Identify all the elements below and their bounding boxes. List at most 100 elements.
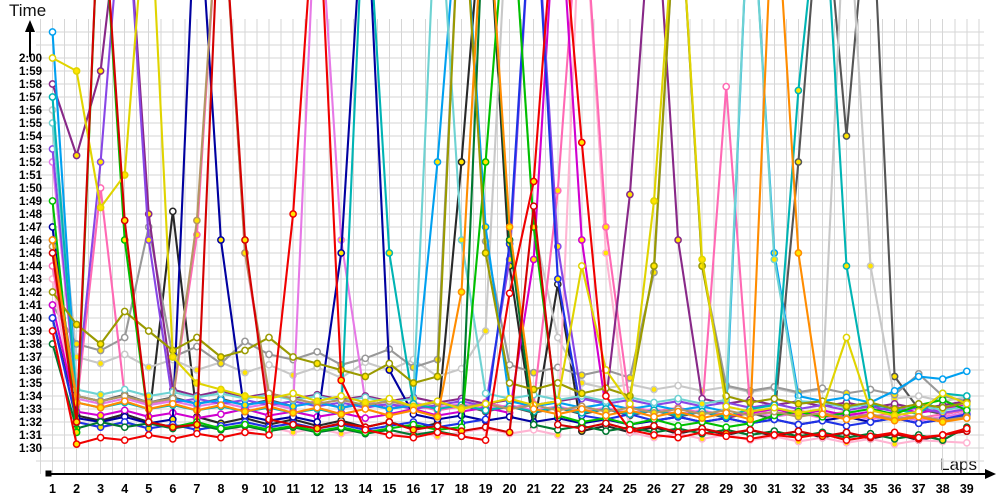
y-tick-label: 1:32 <box>19 417 42 429</box>
lap-marker <box>289 402 297 411</box>
lap-marker <box>48 197 57 205</box>
lap-marker <box>385 366 394 374</box>
x-tick-label: 3 <box>97 482 104 496</box>
lap-marker <box>770 431 779 439</box>
lap-marker <box>794 158 803 166</box>
y-tick-label: 1:55 <box>19 118 43 130</box>
lap-marker <box>962 406 971 415</box>
lap-marker <box>120 216 129 225</box>
y-tick-label: 1:56 <box>19 105 42 117</box>
x-tick-label: 14 <box>358 482 372 496</box>
lap-marker <box>96 67 105 75</box>
x-tick-label: 11 <box>286 482 299 496</box>
lap-marker <box>553 275 562 283</box>
lap-marker <box>361 398 370 407</box>
lap-marker <box>120 350 129 359</box>
lap-marker <box>241 401 249 409</box>
lap-marker <box>650 385 658 394</box>
lap-marker <box>409 379 418 387</box>
y-tick-label: 1:54 <box>19 131 43 143</box>
lap-marker <box>96 411 105 420</box>
y-tick-label: 1:47 <box>19 222 42 234</box>
lap-marker <box>457 405 466 413</box>
lap-marker <box>96 433 105 442</box>
lap-marker <box>890 428 899 437</box>
lap-marker <box>938 431 947 439</box>
lap-marker <box>746 435 755 443</box>
lap-marker <box>602 223 610 231</box>
lap-marker <box>289 389 297 398</box>
y-tick-label: 1:57 <box>19 92 42 104</box>
lap-marker <box>96 403 105 412</box>
x-axis-title: Laps <box>940 455 977 474</box>
x-tick-label: 29 <box>719 482 733 496</box>
lap-marker <box>962 367 971 376</box>
tick-labels: 2:001:591:581:571:561:551:541:531:521:51… <box>19 53 974 496</box>
lap-marker <box>938 418 947 426</box>
lap-marker <box>794 86 803 95</box>
lap-marker <box>962 392 971 400</box>
lap-marker <box>938 403 947 412</box>
lap-marker <box>48 54 57 62</box>
lap-marker <box>529 255 538 264</box>
lap-marker <box>650 422 658 430</box>
lap-marker <box>914 399 923 408</box>
lap-marker <box>48 301 57 309</box>
lap-marker <box>457 432 466 441</box>
lap-marker <box>842 393 851 402</box>
y-tick-label: 1:59 <box>19 66 42 78</box>
lap-marker <box>962 424 971 433</box>
lap-marker <box>96 346 105 355</box>
lap-marker <box>577 262 586 270</box>
lap-marker <box>72 418 81 426</box>
lap-marker <box>120 436 129 445</box>
lap-marker <box>914 419 923 428</box>
lap-marker <box>770 255 779 264</box>
lap-marker <box>794 399 803 408</box>
lap-marker <box>217 359 225 368</box>
lap-marker <box>241 428 249 437</box>
lap-marker <box>674 236 682 244</box>
lap-marker <box>120 406 129 415</box>
lap-marker <box>217 410 225 419</box>
lap-marker <box>193 420 201 429</box>
lap-marker <box>481 436 490 445</box>
lap-marker <box>96 158 105 166</box>
x-tick-label: 18 <box>455 482 469 496</box>
y-tick-label: 1:46 <box>19 235 42 247</box>
y-tick-label: 1:49 <box>19 196 42 208</box>
lap-marker <box>746 425 755 434</box>
x-axis-arrow-icon <box>985 469 996 479</box>
lap-marker <box>337 376 346 385</box>
lap-marker <box>866 432 875 441</box>
lap-marker <box>337 419 346 428</box>
lap-marker <box>48 28 57 36</box>
lap-marker <box>698 428 706 437</box>
lap-marker <box>722 82 731 91</box>
x-tick-label: 32 <box>791 482 805 496</box>
lap-marker <box>577 236 586 244</box>
lap-marker <box>481 158 490 166</box>
lap-marker <box>409 425 418 434</box>
lap-marker <box>168 423 177 432</box>
lap-marker <box>842 436 851 445</box>
lap-marker <box>265 360 273 369</box>
lap-marker <box>361 425 370 434</box>
x-tick-label: 21 <box>527 482 541 496</box>
lap-marker <box>385 359 394 368</box>
lap-marker <box>241 368 249 377</box>
lap-marker <box>120 333 129 342</box>
lap-marker <box>626 406 634 415</box>
lap-marker <box>577 418 586 426</box>
lap-marker <box>96 418 105 426</box>
lap-marker <box>770 394 779 403</box>
lap-marker <box>553 186 562 195</box>
y-tick-label: 1:30 <box>19 443 42 455</box>
y-tick-label: 1:51 <box>19 170 43 182</box>
lap-marker <box>481 249 490 257</box>
y-tick-label: 1:45 <box>19 248 43 260</box>
lap-marker <box>505 394 514 403</box>
lap-marker <box>265 333 273 342</box>
